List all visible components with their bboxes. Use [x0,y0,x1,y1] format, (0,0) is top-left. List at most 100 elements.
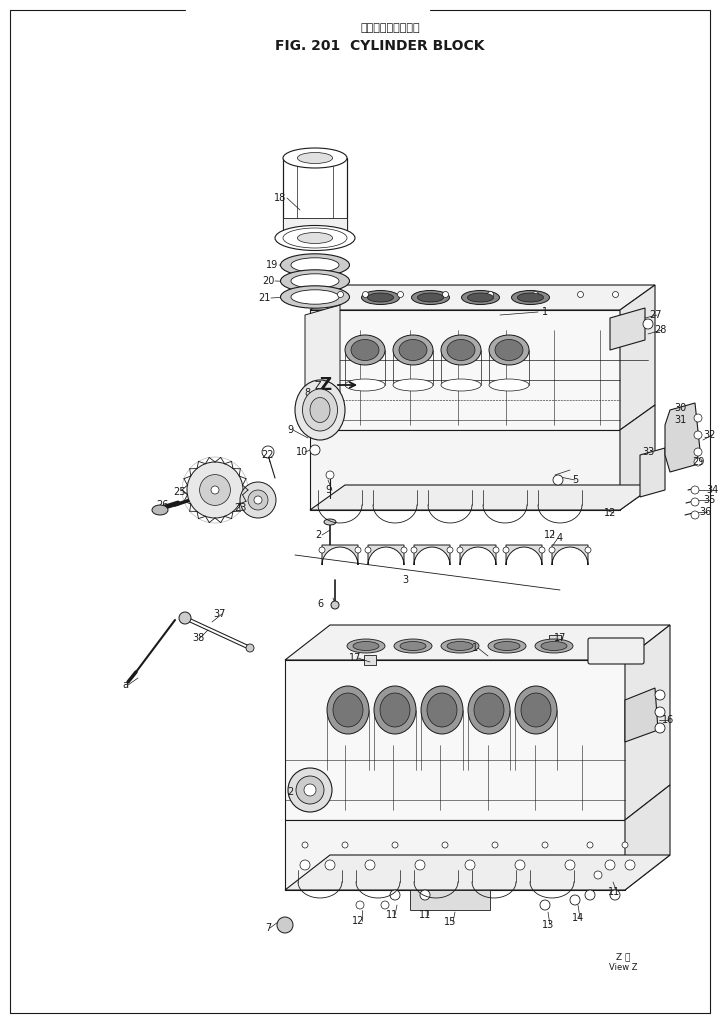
Ellipse shape [412,291,449,305]
Text: 31: 31 [674,415,686,425]
Circle shape [390,890,400,900]
Text: Z: Z [319,376,331,394]
Ellipse shape [462,291,500,305]
Circle shape [493,547,499,553]
Text: 10: 10 [296,447,308,457]
Text: 34: 34 [706,485,718,495]
Circle shape [342,842,348,848]
Text: 7: 7 [265,923,271,933]
Polygon shape [368,545,404,565]
Polygon shape [285,660,625,820]
Text: 22: 22 [262,450,274,460]
Circle shape [304,784,316,796]
Circle shape [321,406,329,414]
Text: 1: 1 [472,643,478,653]
Circle shape [302,842,308,848]
Text: 35: 35 [704,495,716,505]
Circle shape [585,890,595,900]
Text: 36: 36 [699,507,711,517]
Text: FIG. 201  CYLINDER BLOCK: FIG. 201 CYLINDER BLOCK [275,39,485,53]
Ellipse shape [394,639,432,653]
Ellipse shape [535,639,573,653]
Polygon shape [322,545,358,565]
Text: 14: 14 [572,913,584,923]
Circle shape [187,462,243,518]
Circle shape [643,319,653,329]
Ellipse shape [345,335,385,365]
Polygon shape [364,655,376,665]
Ellipse shape [347,639,385,653]
Ellipse shape [275,225,355,251]
Text: 9: 9 [325,485,331,495]
Ellipse shape [345,379,385,391]
Ellipse shape [297,232,333,243]
Polygon shape [620,405,655,510]
Circle shape [605,860,615,870]
Ellipse shape [393,335,433,365]
Circle shape [694,458,702,466]
Circle shape [540,900,550,910]
Circle shape [179,612,191,624]
Text: 27: 27 [649,310,661,320]
Circle shape [401,547,407,553]
Circle shape [300,860,310,870]
Text: 37: 37 [214,609,226,619]
Circle shape [694,448,702,456]
Ellipse shape [331,601,339,609]
Ellipse shape [467,293,493,302]
Circle shape [487,292,493,298]
Text: 23: 23 [234,503,246,513]
Circle shape [577,292,583,298]
Polygon shape [625,625,670,820]
Ellipse shape [297,152,333,164]
Circle shape [585,547,591,553]
Text: 8: 8 [304,388,310,398]
Text: 12: 12 [352,916,364,926]
Text: 21: 21 [258,293,270,303]
Ellipse shape [418,293,444,302]
Circle shape [415,860,425,870]
Circle shape [248,490,268,510]
Text: 4: 4 [557,533,563,543]
Ellipse shape [447,641,473,651]
Ellipse shape [541,641,567,651]
Circle shape [442,842,448,848]
Text: View Z: View Z [608,963,637,972]
Text: 18: 18 [274,193,286,203]
Text: 12: 12 [544,530,556,540]
Ellipse shape [489,335,529,365]
Text: 3: 3 [402,575,408,585]
Polygon shape [305,305,340,430]
Text: 5: 5 [572,475,578,485]
Ellipse shape [474,693,504,727]
Ellipse shape [281,254,349,276]
Circle shape [199,475,230,505]
Circle shape [288,768,332,812]
Polygon shape [625,785,670,890]
Ellipse shape [421,686,463,733]
Text: 20: 20 [262,276,274,286]
Circle shape [503,547,509,553]
Text: 17: 17 [348,653,361,663]
Ellipse shape [393,379,433,391]
Circle shape [319,547,325,553]
Polygon shape [414,545,450,565]
Polygon shape [549,635,561,644]
Ellipse shape [447,340,475,360]
Ellipse shape [302,389,338,431]
Circle shape [365,860,375,870]
FancyBboxPatch shape [588,638,644,664]
Text: 1: 1 [542,307,548,317]
Polygon shape [640,448,665,497]
Circle shape [655,707,665,717]
Circle shape [533,292,539,298]
Ellipse shape [427,693,457,727]
Circle shape [246,644,254,652]
Text: 19: 19 [266,260,278,270]
Ellipse shape [521,693,551,727]
Polygon shape [285,820,625,890]
Ellipse shape [361,291,400,305]
Circle shape [492,842,498,848]
Circle shape [553,475,563,485]
Polygon shape [310,310,620,430]
